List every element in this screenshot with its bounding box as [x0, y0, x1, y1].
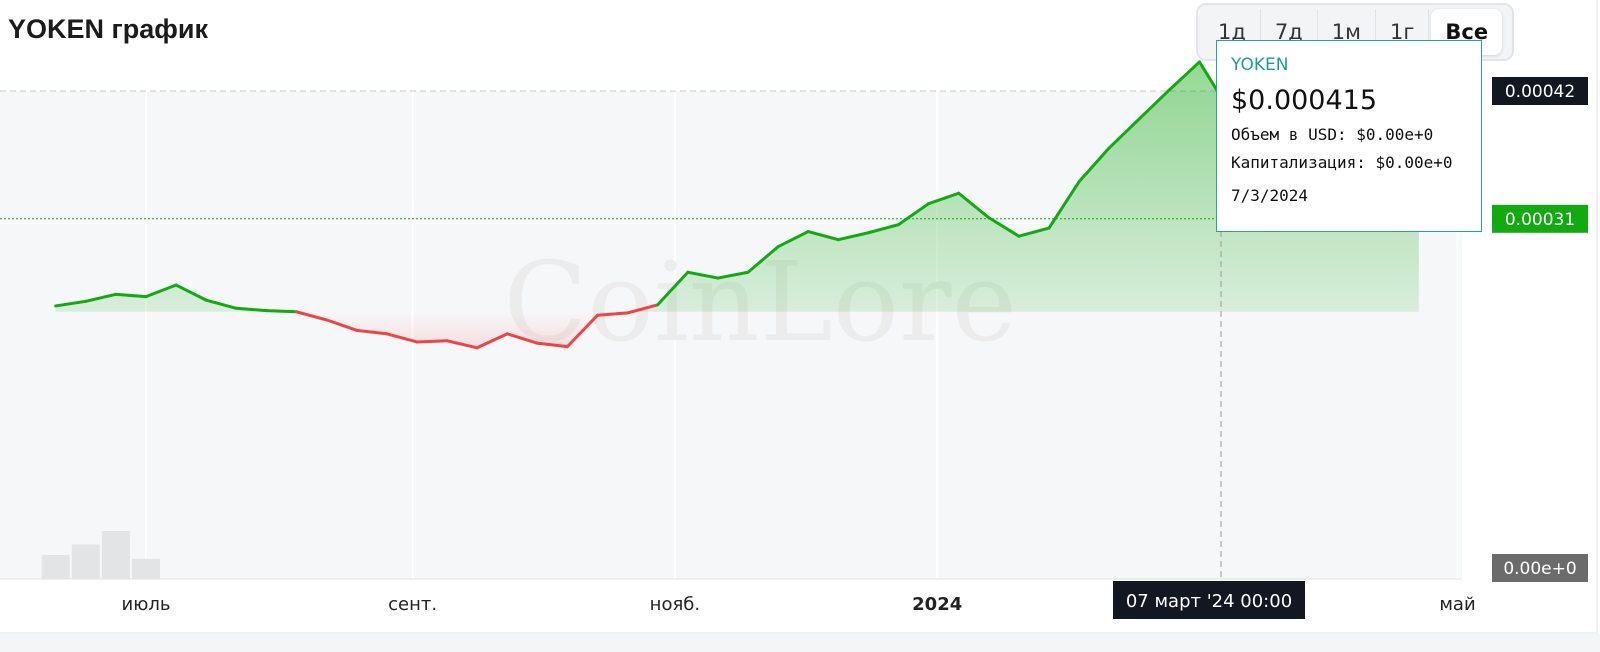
- price-line-segment: [475, 332, 509, 350]
- price-line-segment: [626, 303, 660, 315]
- price-line-segment: [505, 332, 539, 345]
- price-line-segment: [535, 341, 569, 349]
- price-line-segment: [84, 292, 118, 303]
- crosshair-date-label: 07 март '24 00:00: [1126, 591, 1292, 612]
- chart-title: YOKEN график: [8, 14, 209, 44]
- price-line-segment: [716, 270, 750, 280]
- price-line-segment: [355, 328, 389, 336]
- crosshair-date-box: [1113, 581, 1305, 619]
- volume-bar: [71, 544, 100, 579]
- price-line-segment: [174, 283, 208, 302]
- price-line-segment: [1077, 146, 1111, 184]
- price-line-segment: [325, 318, 359, 332]
- price-line-segment: [686, 270, 720, 280]
- time-range-selector: 1д 7д 1м 1г Все: [1196, 3, 1514, 61]
- price-axis-label: 0.00e+0: [1503, 559, 1576, 579]
- price-line-segment: [445, 339, 479, 350]
- x-tick-label: май: [1439, 594, 1475, 615]
- price-line-segment: [746, 245, 780, 274]
- price-line-segment: [776, 230, 810, 249]
- price-line-segment: [1017, 226, 1051, 238]
- price-line-segment: [1107, 117, 1141, 150]
- tooltip-volume: Объем в USD: $0.00e+0: [1231, 125, 1434, 144]
- price-line-segment: [204, 298, 238, 310]
- price-line-segment: [987, 216, 1021, 238]
- price-line-segment: [385, 332, 419, 344]
- price-line-segment: [415, 339, 449, 344]
- footer-strip: [0, 634, 1600, 652]
- price-line-segment: [1167, 60, 1201, 92]
- price-line-segment: [957, 191, 991, 220]
- volume-bar: [41, 555, 70, 579]
- price-line-segment: [596, 311, 630, 317]
- price-line-segment: [565, 313, 599, 349]
- price-line-segment: [836, 231, 870, 242]
- price-line-segment: [897, 202, 931, 227]
- x-tick-label: нояб.: [650, 594, 700, 615]
- price-tooltip: YOKEN $0.000415 Объем в USD: $0.00e+0 Ка…: [1216, 40, 1482, 232]
- price-line-segment: [806, 230, 840, 242]
- price-line-segment: [866, 223, 900, 235]
- price-line-segment: [54, 299, 88, 308]
- chart-card: YOKEN график 1д 7д 1м 1г Все CoinLoreиюл…: [0, 0, 1598, 634]
- price-line-segment: [234, 306, 268, 313]
- price-line-segment: [114, 292, 148, 299]
- area-fill-down: [55, 311, 1419, 348]
- price-line-segment: [144, 283, 178, 299]
- price-line-segment: [295, 310, 329, 322]
- price-line-segment: [927, 191, 961, 206]
- volume-bar: [101, 531, 130, 579]
- price-line-segment: [1047, 180, 1081, 230]
- volume-bar: [132, 558, 160, 579]
- price-axis-label: 0.00042: [1505, 82, 1575, 102]
- price-axis-label: 0.00031: [1505, 210, 1575, 230]
- tooltip-market-cap: Капитализация: $0.00e+0: [1231, 153, 1453, 172]
- x-tick-label: 2024: [912, 594, 962, 615]
- tooltip-coin-name: YOKEN: [1231, 55, 1289, 75]
- price-line-segment: [656, 270, 690, 307]
- area-fill-up: [55, 61, 1419, 312]
- tooltip-price: $0.000415: [1231, 85, 1378, 116]
- price-line-segment: [1137, 88, 1171, 121]
- price-line-segment: [264, 309, 298, 314]
- tooltip-date: 7/3/2024: [1231, 186, 1309, 205]
- x-tick-label: июль: [122, 594, 171, 615]
- price-axis-label-box: [1492, 554, 1588, 582]
- price-axis-label-box: [1492, 204, 1588, 233]
- x-tick-label: сент.: [388, 594, 437, 615]
- price-axis-label-box: [1492, 77, 1588, 105]
